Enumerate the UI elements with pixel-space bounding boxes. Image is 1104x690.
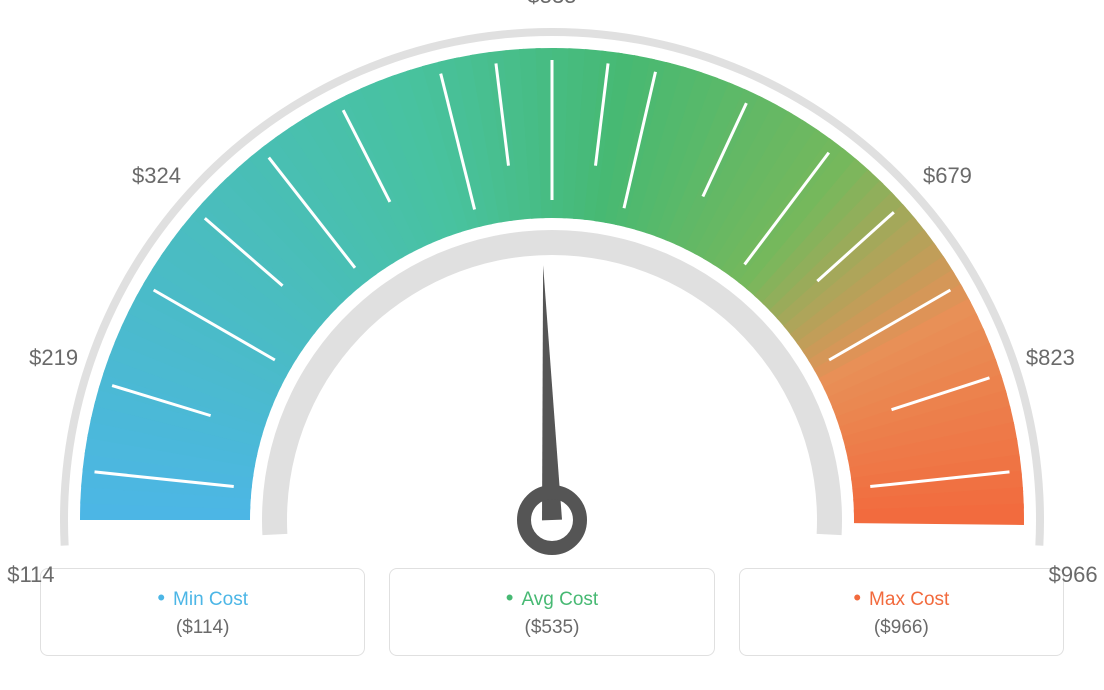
legend-row: Min Cost ($114) Avg Cost ($535) Max Cost… [0, 568, 1104, 656]
legend-max-card: Max Cost ($966) [739, 568, 1064, 656]
gauge-svg [0, 0, 1104, 560]
legend-max-label: Max Cost [740, 585, 1063, 611]
gauge-area: $114$219$324$535$679$823$966 [0, 0, 1104, 560]
gauge-tick-label: $823 [1026, 345, 1075, 371]
gauge-tick-label: $535 [528, 0, 577, 9]
gauge-tick-label: $966 [1049, 562, 1098, 588]
legend-min-label: Min Cost [41, 585, 364, 611]
legend-min-value: ($114) [41, 617, 364, 639]
legend-avg-label: Avg Cost [390, 585, 713, 611]
gauge-tick-label: $679 [923, 163, 972, 189]
legend-avg-value: ($535) [390, 617, 713, 639]
legend-min-card: Min Cost ($114) [40, 568, 365, 656]
cost-gauge-chart: $114 $219 $324 $535 $679 $823 $966 Min Cost ($… [0, 0, 1104, 690]
gauge-tick-label: $219 [29, 345, 78, 371]
legend-max-value: ($966) [740, 617, 1063, 639]
gauge-tick-label: $114 [7, 562, 54, 588]
legend-avg-card: Avg Cost ($535) [389, 568, 714, 656]
gauge-tick-label: $324 [132, 163, 181, 189]
